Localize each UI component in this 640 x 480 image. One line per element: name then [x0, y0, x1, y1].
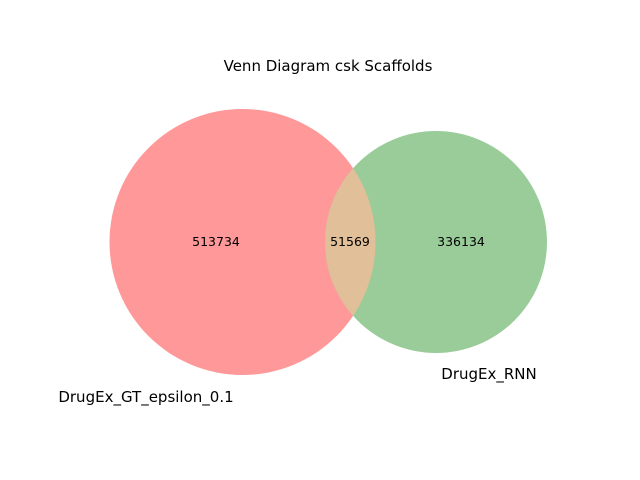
region-only-a-count: 513734 [192, 234, 240, 249]
region-overlap-count: 51569 [330, 234, 370, 249]
set-b-label: DrugEx_RNN [441, 365, 536, 384]
diagram-title: Venn Diagram csk Scaffolds [224, 57, 433, 75]
region-only-b-count: 336134 [437, 234, 485, 249]
set-a-circle [109, 109, 376, 375]
set-b-circle [325, 131, 547, 353]
set-a-label: DrugEx_GT_epsilon_0.1 [58, 388, 233, 407]
